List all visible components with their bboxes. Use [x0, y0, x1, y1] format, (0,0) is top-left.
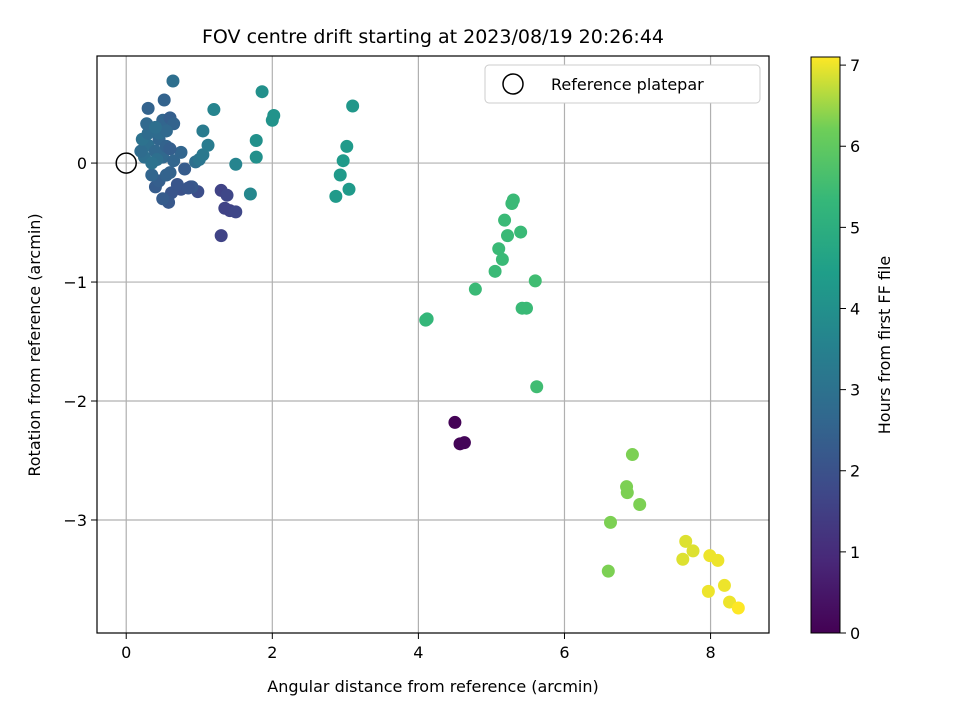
data-point [488, 264, 502, 278]
data-point [457, 436, 471, 450]
data-point [625, 448, 639, 462]
data-point [420, 312, 434, 326]
data-point [340, 139, 354, 153]
data-point [342, 182, 356, 196]
data-point [603, 515, 617, 529]
data-point [229, 157, 243, 171]
data-point [178, 162, 192, 176]
data-point [731, 601, 745, 615]
data-point [686, 544, 700, 558]
y-axis-label: Rotation from reference (arcmin) [25, 213, 44, 476]
y-tick-label: −1 [63, 273, 87, 292]
plot-frame [96, 55, 770, 634]
data-point [167, 154, 181, 168]
colorbar-tick-label: 5 [850, 218, 860, 237]
data-point [163, 142, 177, 156]
reference-platepar-marker [115, 152, 137, 174]
data-point [196, 124, 210, 138]
data-point [506, 193, 520, 207]
x-axis-label: Angular distance from reference (arcmin) [267, 677, 598, 696]
y-tick-label: −3 [63, 511, 87, 530]
data-point [141, 101, 155, 115]
data-point [249, 133, 263, 147]
x-tick-label: 0 [121, 643, 131, 662]
data-point [501, 229, 515, 243]
data-point [145, 156, 159, 170]
data-point [701, 584, 715, 598]
data-point [333, 168, 347, 182]
data-point [601, 564, 615, 578]
x-tick-label: 2 [267, 643, 277, 662]
data-point [679, 534, 693, 548]
data-point [229, 205, 243, 219]
data-point [633, 498, 647, 512]
data-point [676, 552, 690, 566]
colorbar-tick-label: 4 [850, 299, 860, 318]
chart-title: FOV centre drift starting at 2023/08/19 … [202, 26, 664, 48]
data-point [620, 486, 634, 500]
colorbar-tick-label: 3 [850, 381, 860, 400]
data-point [134, 144, 148, 158]
legend-reference-icon [502, 73, 524, 95]
colorbar [810, 56, 841, 634]
data-point [243, 187, 257, 201]
data-point [495, 252, 509, 266]
x-tick-label: 4 [413, 643, 423, 662]
x-tick-label: 8 [705, 643, 715, 662]
data-point [498, 213, 512, 227]
data-point [519, 301, 533, 315]
axis-ticks: 0 2 4 6 8 0 −1 −2 −3 [63, 154, 715, 662]
data-point [170, 177, 184, 191]
data-point [166, 74, 180, 88]
data-point [255, 85, 269, 99]
data-point [196, 148, 210, 162]
colorbar-tick-label: 6 [850, 137, 860, 156]
data-point [207, 103, 221, 117]
data-point [492, 242, 506, 256]
data-point [329, 189, 343, 203]
data-point [530, 380, 544, 394]
grid [97, 56, 769, 633]
data-point [448, 415, 462, 429]
data-point [528, 274, 542, 288]
data-point [214, 229, 228, 243]
data-point [346, 99, 360, 113]
data-point [145, 168, 159, 182]
legend-label-reference: Reference platepar [551, 75, 704, 94]
data-point [156, 192, 170, 206]
data-point [157, 93, 171, 107]
data-point [717, 578, 731, 592]
colorbar-tick-label: 1 [850, 543, 860, 562]
legend-box [484, 64, 761, 104]
data-points [134, 74, 745, 615]
x-tick-label: 6 [559, 643, 569, 662]
data-point [267, 108, 281, 122]
colorbar-ticks: 0 1 2 3 4 5 6 7 [840, 56, 860, 643]
data-point [220, 188, 234, 202]
y-tick-label: −2 [63, 392, 87, 411]
colorbar-tick-label: 0 [850, 624, 860, 643]
y-tick-label: 0 [77, 154, 87, 173]
data-point [201, 138, 215, 152]
colorbar-tick-label: 7 [850, 56, 860, 75]
data-point [468, 282, 482, 296]
data-point [249, 150, 263, 164]
data-point [514, 225, 528, 239]
data-point [336, 154, 350, 168]
colorbar-label: Hours from first FF file [875, 256, 894, 435]
legend: Reference platepar [484, 64, 761, 104]
data-point [163, 166, 177, 180]
data-point [148, 120, 162, 134]
data-point [159, 124, 173, 138]
data-point [181, 181, 195, 195]
colorbar-tick-label: 2 [850, 462, 860, 481]
data-point [711, 553, 725, 567]
